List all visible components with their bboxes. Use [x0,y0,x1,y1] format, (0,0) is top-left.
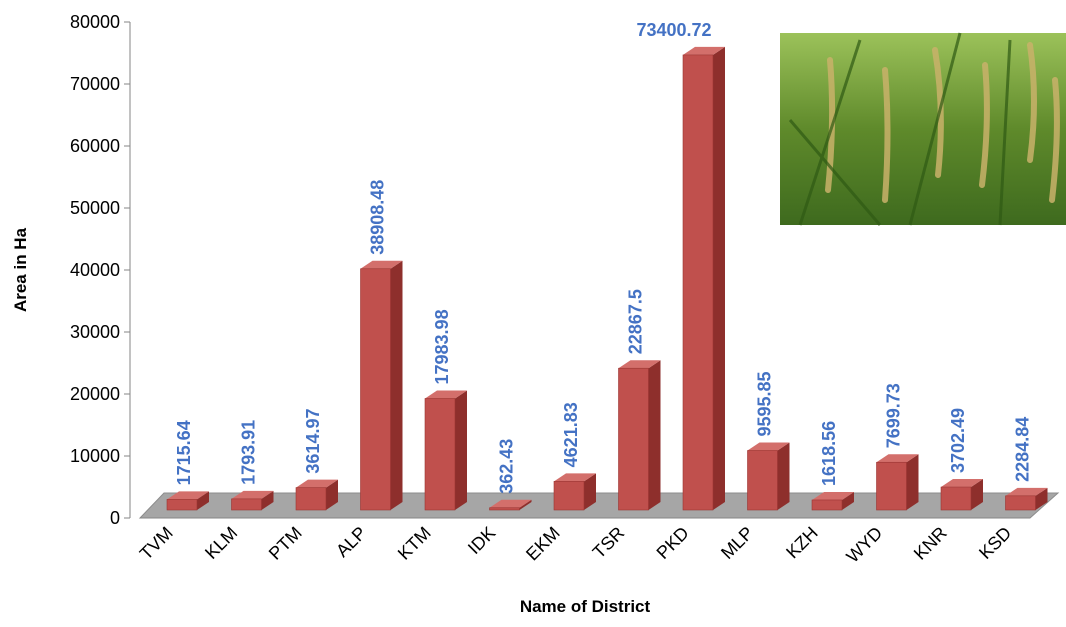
x-tick-label: PTM [265,523,306,564]
data-label: 22867.5 [626,289,646,354]
bar [877,462,907,510]
data-label: 38908.48 [368,180,388,255]
y-tick-label: 40000 [70,260,120,280]
x-tick-label: KLM [201,523,241,563]
y-axis-title: Area in Ha [11,227,30,312]
bar-side [778,443,790,510]
x-axis-title: Name of District [520,597,651,616]
bar [941,487,971,510]
x-tick-label: KZH [782,523,822,563]
y-tick-label: 50000 [70,198,120,218]
bar-side [455,390,467,510]
data-label: 3614.97 [303,409,323,474]
y-tick-label: 60000 [70,136,120,156]
bar [683,55,713,510]
data-label: 4621.83 [561,402,581,467]
data-label: 7699.73 [884,383,904,448]
bar [490,508,520,510]
x-tick-label: KTM [394,523,435,564]
data-label: 2284.84 [1013,417,1033,482]
x-tick-label: TSR [589,523,629,563]
x-tick-label: ALP [332,523,370,561]
bar [425,398,455,510]
x-tick-label: TVM [136,523,177,564]
y-tick-label: 70000 [70,74,120,94]
data-label: 1793.91 [239,420,259,485]
bar [554,481,584,510]
bar [748,451,778,510]
data-label: 3702.49 [948,408,968,473]
y-tick-label: 10000 [70,446,120,466]
x-tick-label: KSD [975,523,1015,563]
data-label: 1715.64 [174,420,194,485]
x-tick-label: WYD [842,523,886,567]
y-tick-label: 20000 [70,384,120,404]
bar-side [649,360,661,510]
bar-side [713,47,725,510]
data-label: 1618.56 [819,421,839,486]
x-tick-label: EKM [522,523,564,565]
data-label: 73400.72 [636,20,711,40]
bar [361,269,391,510]
data-label: 362.43 [497,439,517,494]
chart: Area in Ha Name of District 0 10000 20000 3… [0,0,1066,622]
x-tick-label: PKD [653,523,693,563]
x-tick-label: MLP [717,523,757,563]
bar [1006,496,1036,510]
data-label: 17983.98 [432,309,452,384]
photo [780,33,1066,225]
floor [140,493,1058,518]
y-tick-label: 0 [110,508,120,528]
data-label: 9595.85 [755,371,775,436]
bar [812,500,842,510]
bar [619,368,649,510]
bar [167,499,197,510]
y-tick-label: 80000 [70,12,120,32]
y-tick-label: 30000 [70,322,120,342]
x-tick-label: IDK [464,523,499,558]
bar [232,499,262,510]
bar-side [907,454,919,510]
bar [296,488,326,510]
bar-side [391,261,403,510]
x-tick-label: KNR [910,523,951,564]
